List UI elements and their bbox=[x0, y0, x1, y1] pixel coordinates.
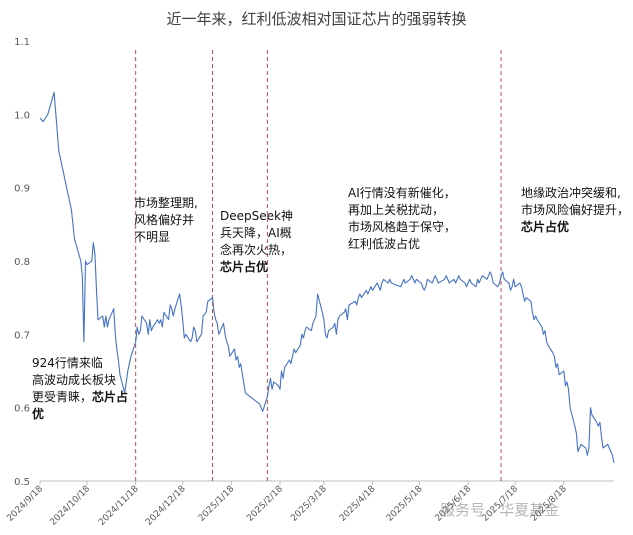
annotation-5-line-2: 市场风险偏好提升， bbox=[521, 203, 630, 217]
x-tick-label: 2025/3/18 bbox=[289, 484, 329, 524]
y-axis: 0.5 0.6 0.7 0.8 0.9 1.0 1.1 bbox=[14, 37, 30, 488]
annotation-2-line-1: 市场整理期, bbox=[134, 196, 198, 210]
annotation-1-line-2: 高波动成长板块 bbox=[32, 373, 117, 387]
annotation-4-line-1: AI行情没有新催化， bbox=[348, 186, 456, 200]
annotation-4-line-2: 再加上关税扰动， bbox=[348, 203, 445, 217]
annotation-3-line-3: 念再次火热， bbox=[220, 243, 293, 257]
period-dividers bbox=[135, 50, 502, 481]
annotation-5-line-1: 地缘政治冲突缓和, bbox=[521, 186, 621, 200]
annotation-1-line-1: 924行情来临 bbox=[32, 356, 103, 370]
annotation-period-2: 市场整理期, 风格偏好并 不明显 bbox=[134, 195, 214, 246]
y-tick-label: 1.1 bbox=[14, 37, 30, 48]
y-tick-label: 0.8 bbox=[14, 257, 30, 268]
chart-title: 近一年来，红利低波相对国证芯片的强弱转换 bbox=[166, 10, 467, 28]
annotation-2-line-2: 风格偏好并 bbox=[134, 213, 195, 227]
annotation-4-line-3: 市场风格趋于保守， bbox=[348, 220, 457, 234]
y-tick-label: 0.5 bbox=[14, 477, 30, 488]
x-tick-label: 2024/12/18 bbox=[144, 484, 188, 528]
y-tick-label: 0.7 bbox=[14, 330, 30, 341]
annotation-3-bold: 芯片占优 bbox=[220, 260, 269, 274]
y-tick-label: 0.6 bbox=[14, 404, 30, 415]
annotation-period-1: 924行情来临 高波动成长板块 更受青睐，芯片占优 bbox=[32, 355, 137, 423]
annotation-1-line-3: 更受青睐， bbox=[32, 390, 93, 404]
annotation-1-bold: 芯片占优 bbox=[32, 390, 129, 421]
y-tick-label: 0.9 bbox=[14, 184, 30, 195]
y-tick-label: 1.0 bbox=[14, 110, 30, 121]
x-tick-label: 2025/5/18 bbox=[385, 484, 425, 524]
series-group bbox=[39, 91, 615, 463]
annotation-3-line-2: 兵天降，AI概 bbox=[220, 226, 292, 240]
annotation-period-5: 地缘政治冲突缓和, 市场风险偏好提升， 芯片占优 bbox=[521, 185, 633, 236]
series-line bbox=[39, 91, 615, 463]
watermark-text: 服务号 · 华夏基金 bbox=[440, 501, 560, 519]
annotation-5-bold: 芯片占优 bbox=[521, 220, 570, 234]
x-tick-label: 2025/4/18 bbox=[338, 484, 378, 524]
x-tick-label: 2025/2/18 bbox=[245, 484, 285, 524]
annotation-period-4: AI行情没有新催化， 再加上关税扰动， 市场风格趋于保守， 红利低波占优 bbox=[348, 185, 473, 253]
annotation-4-line-4: 红利低波占优 bbox=[348, 237, 421, 251]
x-tick-label: 2025/1/18 bbox=[197, 484, 237, 524]
annotation-period-3: DeepSeek神 兵天降，AI概 念再次火热， 芯片占优 bbox=[220, 208, 300, 276]
annotation-2-line-3: 不明显 bbox=[134, 230, 171, 244]
x-tick-label: 2024/10/18 bbox=[48, 484, 92, 528]
x-tick-label: 2024/9/18 bbox=[5, 484, 45, 524]
annotation-3-line-1: DeepSeek神 bbox=[220, 209, 293, 223]
x-tick-label: 2024/11/18 bbox=[97, 484, 141, 528]
